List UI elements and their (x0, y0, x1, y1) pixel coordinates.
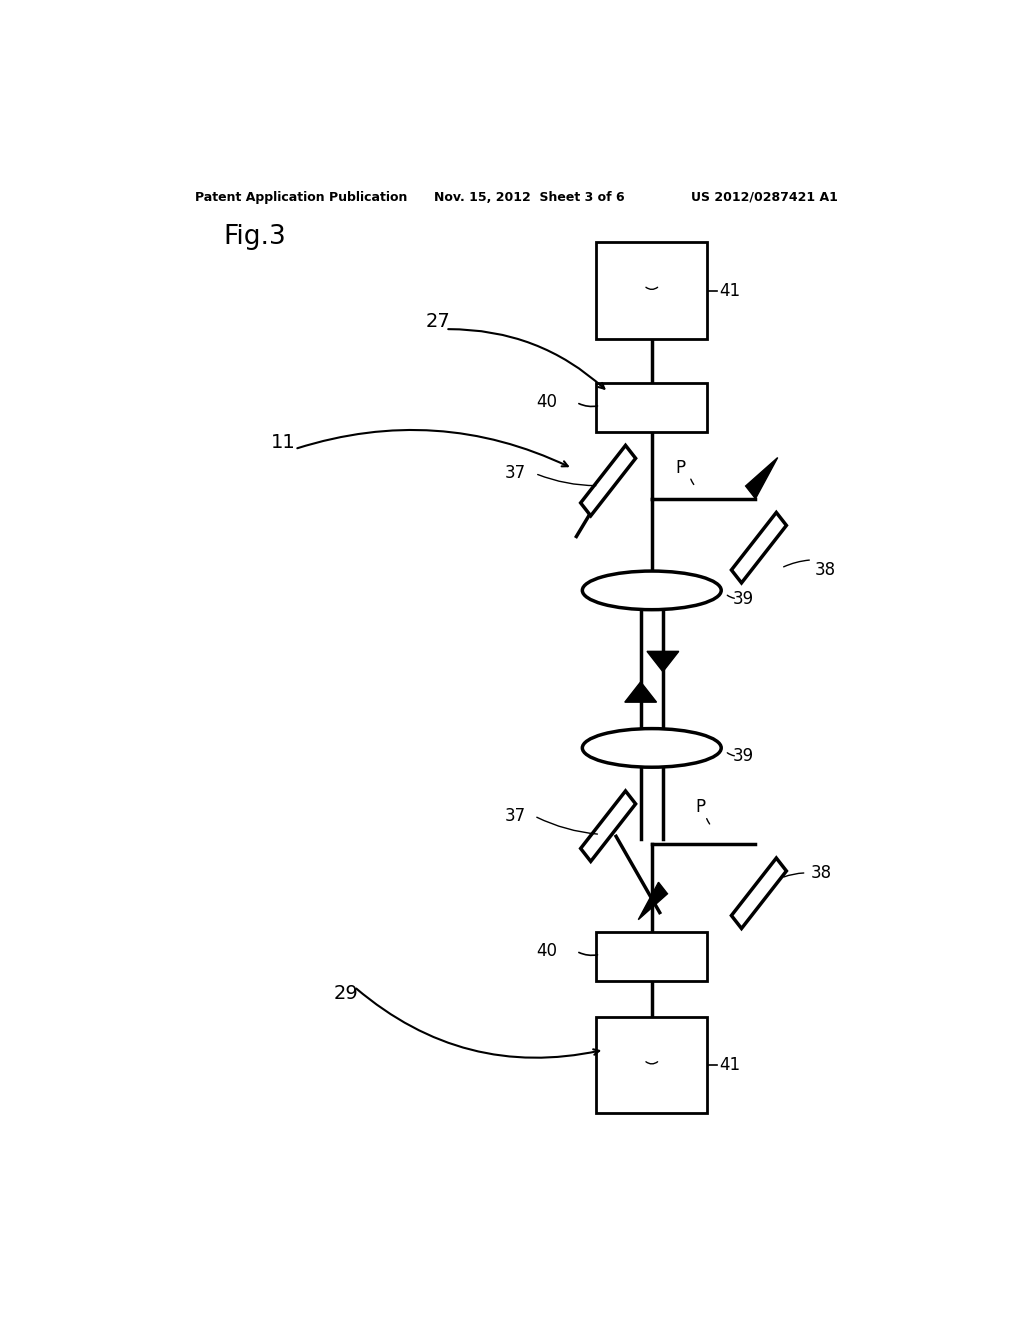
Polygon shape (581, 791, 636, 862)
Bar (596, 243, 708, 339)
Text: Nov. 15, 2012  Sheet 3 of 6: Nov. 15, 2012 Sheet 3 of 6 (433, 191, 625, 203)
Text: 38: 38 (811, 863, 831, 882)
Bar (596, 383, 708, 432)
Ellipse shape (583, 729, 721, 767)
Text: 40: 40 (537, 393, 558, 412)
Text: 11: 11 (270, 433, 295, 453)
Text: Fig.3: Fig.3 (223, 224, 286, 251)
Text: P: P (695, 799, 706, 816)
Text: 37: 37 (505, 465, 526, 483)
Text: Patent Application Publication: Patent Application Publication (196, 191, 408, 203)
Text: P: P (676, 458, 686, 477)
Text: 38: 38 (814, 561, 836, 579)
Bar (596, 932, 708, 981)
Text: 39: 39 (733, 747, 755, 766)
Text: 39: 39 (733, 590, 755, 607)
Polygon shape (625, 682, 656, 702)
Text: 40: 40 (537, 942, 558, 960)
Bar (596, 1016, 708, 1113)
Ellipse shape (583, 572, 721, 610)
Text: 41: 41 (719, 1056, 740, 1074)
Polygon shape (745, 458, 777, 499)
Text: US 2012/0287421 A1: US 2012/0287421 A1 (691, 191, 839, 203)
Text: 37: 37 (505, 807, 526, 825)
Polygon shape (581, 445, 636, 516)
Polygon shape (647, 651, 679, 672)
Polygon shape (731, 512, 786, 583)
Text: 29: 29 (334, 985, 358, 1003)
Polygon shape (731, 858, 786, 928)
Text: 27: 27 (425, 312, 450, 330)
Text: 41: 41 (719, 281, 740, 300)
Polygon shape (638, 882, 668, 920)
